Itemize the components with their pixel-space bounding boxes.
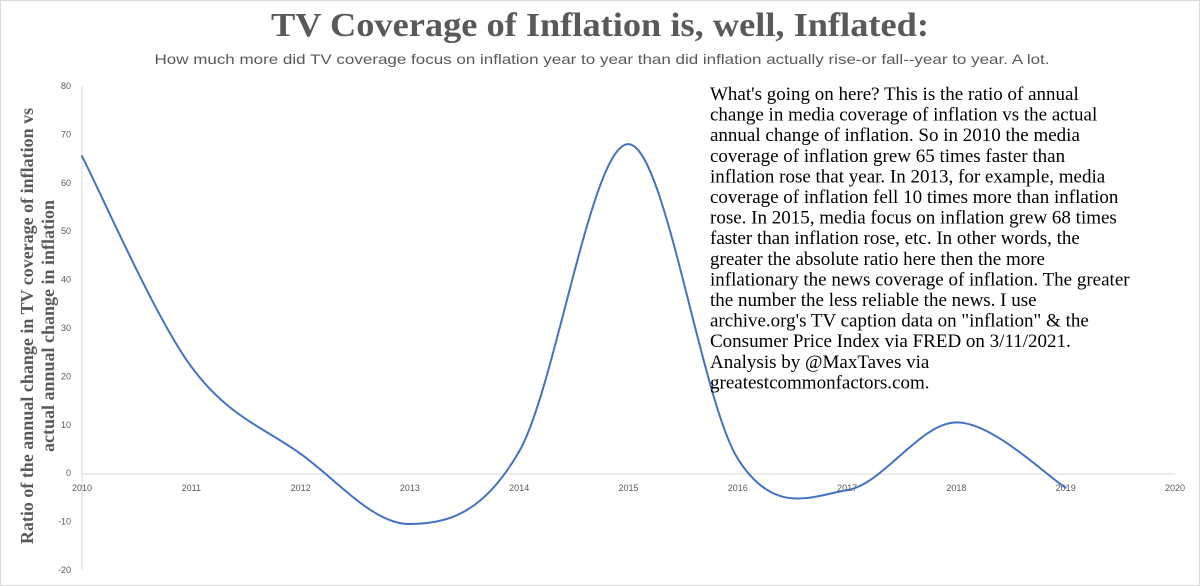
annotation-line: greater the absolute ratio here then the…: [710, 249, 1045, 270]
y-tick-label: 0: [66, 468, 71, 478]
y-tick-label: 30: [61, 323, 71, 333]
y-axis-label-line: actual annual change in inflation: [38, 200, 58, 452]
x-tick-label: 2011: [182, 483, 201, 493]
y-tick-label: 50: [61, 226, 71, 236]
annotation-line: faster than inflation rose, etc. In othe…: [710, 228, 1080, 249]
x-tick-label: 2013: [400, 483, 420, 493]
chart-subtitle: How much more did TV coverage focus on i…: [155, 51, 1050, 67]
annotation-line: inflation rose that year. In 2013, for e…: [710, 166, 1106, 187]
x-tick-label: 2012: [291, 483, 311, 493]
data-point: [299, 452, 302, 455]
annotation-text: What's going on here? This is the ratio …: [710, 84, 1130, 393]
chart-title: TV Coverage of Inflation is, well, Infla…: [271, 7, 929, 44]
data-point: [518, 450, 521, 453]
annotation-line: Consumer Price Index via FRED on 3/11/20…: [710, 331, 1071, 352]
annotation-line: archive.org's TV caption data on "inflat…: [710, 311, 1089, 332]
y-tick-label: 80: [61, 81, 71, 91]
y-tick-label: 70: [61, 129, 71, 139]
annotation-line: the number the less reliable the news. I…: [710, 290, 1037, 311]
y-axis-label: Ratio of the annual change in TV coverag…: [17, 108, 58, 544]
annotation-line: greatestcommonfactors.com.: [710, 372, 929, 393]
x-tick-label: 2020: [1165, 483, 1185, 493]
y-tick-label: 40: [61, 275, 71, 285]
data-point: [408, 523, 411, 526]
annotation-line: Analysis by @MaxTaves via: [710, 352, 930, 373]
y-axis-label-line: Ratio of the annual change in TV coverag…: [17, 108, 37, 544]
annotation-line: What's going on here? This is the ratio …: [710, 84, 1079, 105]
annotation-line: inflationary the news coverage of inflat…: [710, 269, 1130, 290]
data-point: [627, 143, 630, 146]
annotation-line: annual change of inflation. So in 2010 t…: [710, 125, 1080, 146]
series-line: [81, 143, 1067, 526]
data-point: [190, 365, 193, 368]
annotation-line: coverage of inflation grew 65 times fast…: [710, 146, 1066, 167]
y-tick-label: 60: [61, 178, 71, 188]
x-tick-label: 2015: [618, 483, 638, 493]
y-tick-label: 10: [61, 420, 71, 430]
annotation-line: rose. In 2015, media focus on inflation …: [710, 208, 1117, 229]
annotation-line: coverage of inflation fell 10 times more…: [710, 187, 1119, 208]
data-point: [846, 489, 849, 492]
annotation-line: change in media coverage of inflation vs…: [710, 105, 1097, 126]
x-tick-label: 2018: [946, 483, 966, 493]
y-tick-label: 20: [61, 371, 71, 381]
x-tick-label: 2017: [837, 483, 857, 493]
x-tick-label: 2014: [509, 483, 529, 493]
x-tick-label: 2016: [728, 483, 748, 493]
data-point: [736, 457, 739, 460]
x-tick-label: 2010: [72, 483, 92, 493]
data-point: [955, 421, 958, 424]
y-tick-label: -20: [58, 565, 71, 575]
y-tick-label: -10: [58, 517, 71, 527]
data-point: [1064, 486, 1067, 489]
data-point: [81, 155, 83, 158]
